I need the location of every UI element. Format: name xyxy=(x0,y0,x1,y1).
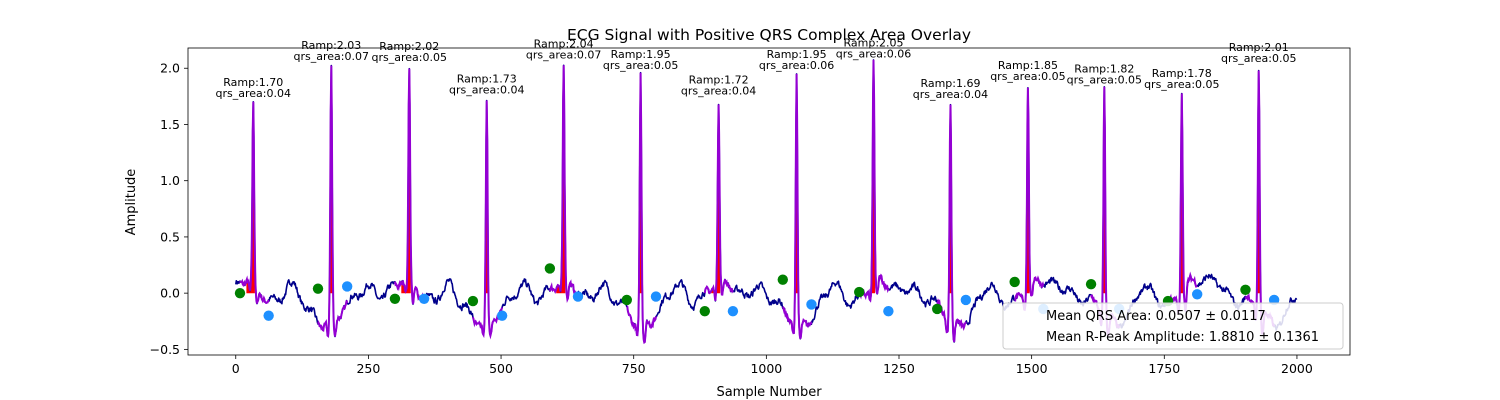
qrs-area-label: qrs_area:0.04 xyxy=(216,87,291,100)
ramp-label: Ramp:2.02 xyxy=(379,40,439,53)
legend-box xyxy=(1002,302,1344,350)
qrs-onset-marker xyxy=(467,295,479,307)
qrs-area-label: qrs_area:0.07 xyxy=(526,49,601,62)
x-tick-label: 1250 xyxy=(883,361,915,376)
y-axis-title: Amplitude xyxy=(124,169,139,236)
qrs-area-label: qrs_area:0.05 xyxy=(603,59,678,72)
qrs-onset-marker xyxy=(234,287,246,299)
x-axis-title: Sample Number xyxy=(716,385,822,400)
x-tick-label: 750 xyxy=(622,361,646,376)
ramp-label: Ramp:1.95 xyxy=(611,48,671,61)
qrs-offset-marker xyxy=(883,305,894,317)
qrs-onset-marker xyxy=(854,286,865,298)
qrs-area-label: qrs_area:0.04 xyxy=(913,88,988,101)
qrs-onset-marker xyxy=(544,263,556,274)
qrs-onset-marker xyxy=(699,305,710,317)
qrs-onset-marker xyxy=(777,274,788,285)
qrs-onset-marker xyxy=(621,294,633,306)
y-axis: −0.5 0.0 0.5 1.0 1.5 2.0 xyxy=(150,61,188,357)
qrs-area-label: qrs_area:0.05 xyxy=(1144,78,1219,91)
ramp-label: Ramp:2.05 xyxy=(844,37,904,50)
x-tick-label: 1000 xyxy=(750,361,782,376)
qrs-segment-line xyxy=(317,65,349,338)
legend-mean-qrs-area: Mean QRS Area: 0.0507 ± 0.0117 xyxy=(1046,309,1266,324)
y-tick-label: 1.5 xyxy=(160,117,180,132)
qrs-area-label: qrs_area:0.05 xyxy=(990,70,1065,83)
qrs-offset-marker xyxy=(1191,289,1203,300)
ramp-label: Ramp:1.70 xyxy=(223,76,283,89)
qrs-area-label: qrs_area:0.06 xyxy=(759,59,834,72)
qrs-onset-marker xyxy=(1240,284,1251,295)
qrs-offset-marker xyxy=(572,291,584,302)
x-tick-label: 500 xyxy=(489,361,513,376)
qrs-area-label: qrs_area:0.04 xyxy=(449,84,524,97)
ramp-label: Ramp:2.03 xyxy=(301,39,361,52)
x-tick-label: 1500 xyxy=(1016,361,1048,376)
qrs-offset-marker xyxy=(727,305,739,317)
qrs-area-label: qrs_area:0.06 xyxy=(836,48,911,61)
x-tick-label: 2000 xyxy=(1281,361,1313,376)
legend: Mean QRS Area: 0.0507 ± 0.0117 Mean R-Pe… xyxy=(1002,302,1344,350)
ramp-label: Ramp:1.73 xyxy=(457,73,517,86)
qrs-onset-marker xyxy=(1085,278,1097,290)
x-tick-label: 250 xyxy=(356,361,380,376)
qrs-segment-line xyxy=(782,73,813,340)
qrs-area-label: qrs_area:0.05 xyxy=(1067,73,1142,86)
qrs-offset-marker xyxy=(960,294,972,306)
y-tick-label: 1.0 xyxy=(160,173,180,188)
ramp-label: Ramp:2.04 xyxy=(534,38,594,51)
qrs-offset-marker xyxy=(806,299,817,310)
qrs-offset-marker xyxy=(418,293,430,304)
qrs-segment-line xyxy=(548,65,579,303)
qrs-onset-marker xyxy=(389,293,401,304)
x-tick-label: 1750 xyxy=(1148,361,1180,376)
qrs-onset-marker xyxy=(312,283,324,294)
ramp-label: Ramp:1.95 xyxy=(767,48,827,61)
ramp-label: Ramp:1.85 xyxy=(998,59,1058,72)
y-tick-label: 2.0 xyxy=(160,61,180,76)
qrs-segment-line xyxy=(703,104,734,301)
ramp-label: Ramp:1.72 xyxy=(689,74,749,87)
legend-mean-r-peak-amplitude: Mean R-Peak Amplitude: 1.8810 ± 0.1361 xyxy=(1046,330,1319,345)
qrs-onset-marker xyxy=(1009,276,1020,288)
qrs-segment-line xyxy=(626,72,657,345)
qrs-area-label: qrs_area:0.04 xyxy=(681,85,756,98)
y-tick-label: 0.5 xyxy=(160,229,180,244)
x-axis: 0 250 500 750 1000 1250 1500 1750 2000 xyxy=(232,355,1313,376)
qrs-area-label: qrs_area:0.05 xyxy=(372,51,447,64)
qrs-area-label: qrs_area:0.07 xyxy=(294,50,369,63)
ramp-label: Ramp:1.82 xyxy=(1074,62,1134,75)
x-tick-label: 0 xyxy=(232,361,240,376)
qrs-segment-line xyxy=(1014,87,1045,312)
y-tick-label: 0.0 xyxy=(160,286,180,301)
ramp-label: Ramp:1.69 xyxy=(920,77,980,90)
qrs-segment-line xyxy=(239,101,270,304)
qrs-offset-marker xyxy=(650,291,662,302)
y-tick-label: −0.5 xyxy=(150,342,180,357)
qrs-offset-marker xyxy=(1268,294,1280,306)
qrs-offset-marker xyxy=(341,281,353,292)
qrs-segment-line xyxy=(936,104,967,343)
plot-border xyxy=(187,47,1351,356)
ramp-label: Ramp:1.78 xyxy=(1152,67,1212,80)
qrs-offset-marker xyxy=(496,310,508,321)
qrs-area-label: qrs_area:0.05 xyxy=(1221,52,1296,65)
qrs-offset-marker xyxy=(263,310,274,321)
peak-annotations: Ramp:1.70qrs_area:0.04Ramp:2.03qrs_area:… xyxy=(216,37,1297,101)
qrs-onset-marker xyxy=(931,303,943,315)
chart-title: ECG Signal with Positive QRS Complex Are… xyxy=(567,26,971,44)
